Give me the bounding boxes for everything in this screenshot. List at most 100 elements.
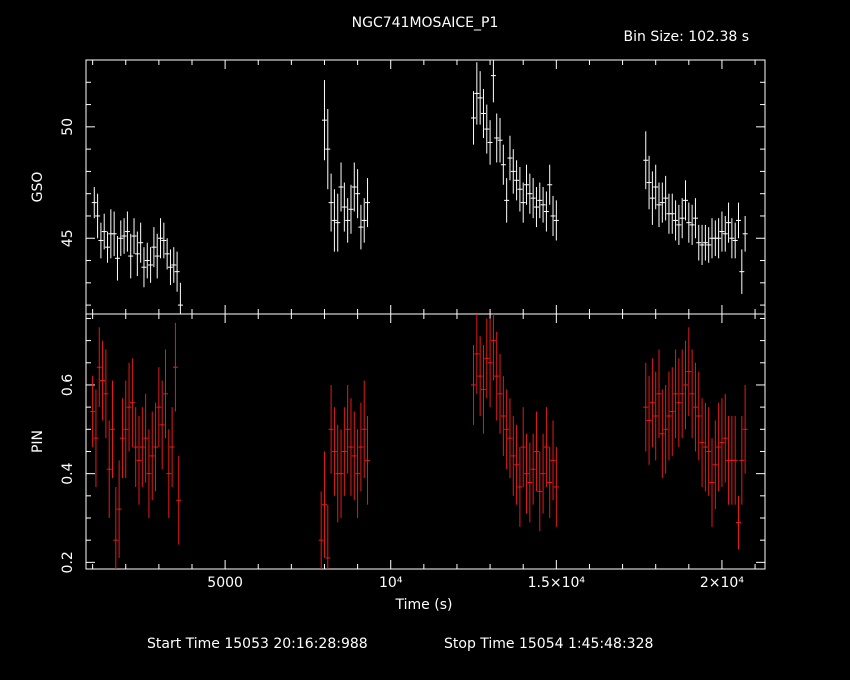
pin-data-point bbox=[712, 420, 718, 510]
gso-data-point bbox=[490, 60, 496, 103]
gso-data-point bbox=[702, 224, 708, 261]
gso-data-point bbox=[656, 182, 662, 228]
pin-data-point bbox=[663, 384, 669, 474]
pin-data-point bbox=[487, 318, 493, 408]
pin-data-point bbox=[646, 376, 652, 465]
gso-data-point bbox=[484, 104, 490, 154]
gso-data-point bbox=[361, 198, 367, 243]
pin-data-point bbox=[100, 340, 106, 421]
pin-data-point bbox=[527, 442, 533, 523]
gso-data-point bbox=[507, 135, 513, 181]
pin-data-point bbox=[153, 402, 159, 492]
pin-data-point bbox=[166, 429, 172, 518]
gso-data-point bbox=[497, 117, 503, 163]
gso-data-point bbox=[729, 218, 735, 259]
gso-data-point bbox=[177, 282, 183, 314]
gso-data-point bbox=[111, 211, 117, 257]
gso-data-point bbox=[683, 180, 689, 221]
pin-data-point bbox=[139, 407, 145, 487]
gso-data-point bbox=[358, 204, 364, 250]
pin-data-point bbox=[90, 376, 96, 448]
pin-data-point bbox=[659, 389, 665, 479]
pin-data-point bbox=[530, 433, 536, 505]
gso-data-point bbox=[98, 222, 104, 259]
pin-data-point bbox=[96, 327, 102, 408]
pin-data-point bbox=[474, 314, 480, 394]
pin-data-point bbox=[553, 447, 559, 527]
gso-data-point bbox=[504, 178, 510, 223]
gso-data-point bbox=[351, 162, 357, 212]
pin-y-tick-label: 0.2 bbox=[60, 551, 76, 573]
pin-data-point bbox=[739, 416, 745, 505]
gso-data-point bbox=[321, 80, 327, 161]
gso-data-point bbox=[732, 222, 738, 259]
x-tick-label: 1.5×10⁴ bbox=[528, 575, 586, 591]
gso-data-point bbox=[530, 178, 536, 219]
gso-data-point bbox=[174, 251, 180, 292]
pin-data-point bbox=[103, 349, 109, 439]
pin-data-point bbox=[742, 384, 748, 474]
pin-data-point bbox=[318, 491, 324, 569]
pin-data-point bbox=[480, 345, 486, 434]
pin-data-point bbox=[520, 407, 526, 487]
pin-data-point bbox=[722, 393, 728, 483]
start-time: Start Time 15053 20:16:28:988 bbox=[147, 636, 368, 652]
gso-data-point bbox=[643, 131, 649, 190]
gso-data-point bbox=[338, 162, 344, 212]
gso-data-point bbox=[95, 193, 101, 239]
x-axis-label: Time (s) bbox=[395, 597, 453, 613]
gso-y-tick-label: 45 bbox=[60, 229, 76, 247]
gso-data-point bbox=[474, 62, 480, 125]
pin-data-point bbox=[338, 429, 344, 518]
pin-data-point bbox=[649, 358, 655, 448]
pin-data-point bbox=[106, 420, 112, 518]
pin-data-point bbox=[126, 362, 132, 452]
pin-data-point bbox=[686, 327, 692, 416]
gso-data-point bbox=[487, 120, 493, 165]
gso-data-point bbox=[550, 195, 556, 237]
pin-data-point bbox=[706, 407, 712, 496]
gso-data-point bbox=[500, 144, 506, 185]
pin-data-point bbox=[348, 398, 354, 496]
bin-size-label: Bin Size: 102.38 s bbox=[623, 29, 749, 45]
pin-data-point bbox=[355, 429, 361, 518]
gso-data-point bbox=[673, 200, 679, 241]
gso-data-point bbox=[91, 187, 97, 219]
pin-data-point bbox=[683, 340, 689, 430]
gso-data-point bbox=[517, 166, 523, 212]
gso-data-point bbox=[124, 211, 130, 252]
pin-data-point bbox=[656, 349, 662, 439]
pin-data-point bbox=[736, 495, 742, 550]
pin-data-point bbox=[510, 416, 516, 496]
pin-data-point bbox=[490, 314, 496, 381]
gso-data-point bbox=[646, 155, 652, 210]
gso-panel: 45 50 GSO bbox=[30, 59, 766, 315]
pin-y-tick-label: 0.6 bbox=[60, 374, 76, 396]
gso-data-point bbox=[696, 224, 702, 261]
pin-data-point bbox=[716, 402, 722, 492]
gso-data-point bbox=[171, 247, 177, 283]
gso-data-point bbox=[706, 227, 712, 263]
pin-data-point bbox=[477, 336, 483, 416]
pin-data-point bbox=[325, 504, 331, 569]
pin-data-point bbox=[643, 362, 649, 452]
gso-data-point bbox=[345, 198, 351, 243]
pin-panel: 0.2 0.4 0.6 PIN 5000 10⁴ 1.5×10⁴ 2×10⁴ bbox=[30, 313, 766, 591]
pin-data-point bbox=[136, 416, 142, 505]
gso-data-point bbox=[335, 193, 341, 252]
gso-data-point bbox=[537, 182, 543, 219]
pin-data-point bbox=[507, 398, 513, 479]
pin-data-point bbox=[524, 433, 530, 514]
pin-data-point bbox=[341, 407, 347, 496]
pin-data-point bbox=[351, 411, 357, 501]
gso-data-point bbox=[736, 202, 742, 239]
pin-data-point bbox=[517, 447, 523, 527]
pin-data-point bbox=[692, 362, 698, 452]
pin-data-point bbox=[119, 398, 125, 479]
gso-data-point bbox=[365, 178, 371, 228]
gso-data-point bbox=[471, 91, 477, 145]
gso-data-point bbox=[331, 189, 337, 252]
gso-data-point bbox=[348, 184, 354, 234]
pin-data-point bbox=[172, 322, 178, 412]
